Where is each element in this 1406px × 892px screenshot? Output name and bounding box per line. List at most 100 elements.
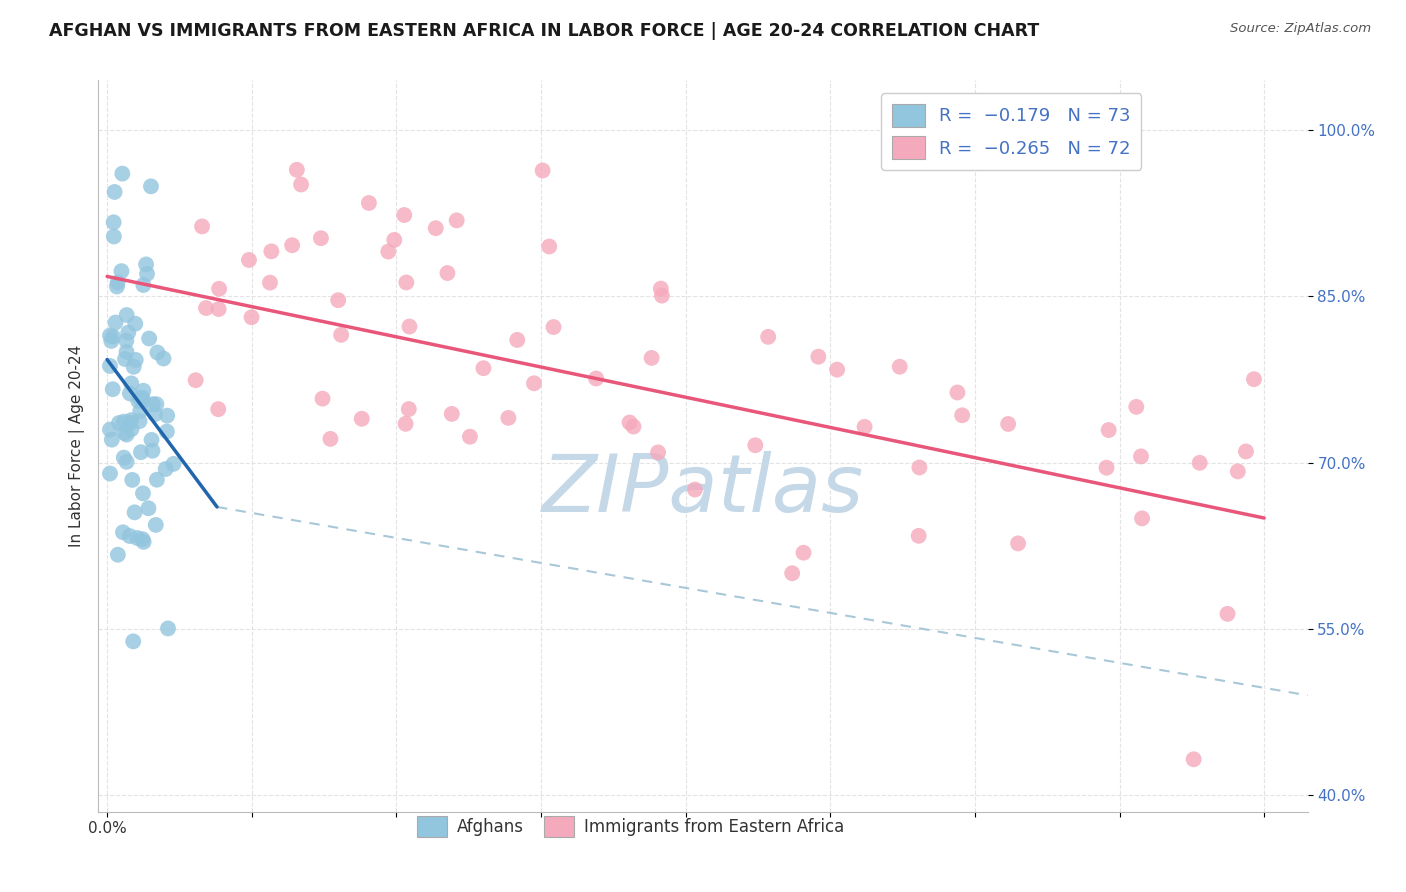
Point: [285, 162, 308, 177]
Point: [260, 244, 283, 259]
Point: [131, 532, 153, 546]
Point: [425, 221, 447, 235]
Point: [184, 373, 207, 387]
Point: [132, 534, 155, 549]
Y-axis label: In Labor Force | Age 20-24: In Labor Force | Age 20-24: [69, 345, 84, 547]
Point: [152, 351, 174, 366]
Point: [145, 517, 167, 532]
Point: [395, 276, 418, 290]
Point: [131, 391, 153, 405]
Point: [118, 529, 141, 543]
Point: [330, 327, 353, 342]
Point: [121, 473, 143, 487]
Point: [950, 409, 973, 423]
Point: [472, 361, 495, 376]
Point: [946, 385, 969, 400]
Point: [115, 455, 138, 469]
Point: [382, 233, 405, 247]
Point: [309, 231, 332, 245]
Point: [793, 546, 815, 560]
Point: [110, 264, 132, 278]
Point: [132, 393, 155, 408]
Point: [129, 445, 152, 459]
Point: [112, 450, 135, 465]
Point: [111, 525, 134, 540]
Point: [311, 392, 333, 406]
Point: [328, 293, 350, 308]
Point: [120, 416, 142, 430]
Point: [135, 257, 157, 271]
Point: [440, 407, 463, 421]
Point: [1095, 460, 1118, 475]
Point: [125, 352, 148, 367]
Point: [623, 419, 645, 434]
Point: [1234, 444, 1257, 458]
Point: [543, 320, 565, 334]
Point: [122, 634, 145, 648]
Point: [240, 310, 263, 325]
Point: [446, 213, 468, 227]
Text: ZIPatlas: ZIPatlas: [541, 450, 865, 529]
Point: [145, 397, 167, 411]
Point: [162, 457, 184, 471]
Point: [394, 208, 416, 222]
Point: [207, 402, 229, 417]
Point: [531, 163, 554, 178]
Point: [744, 438, 766, 452]
Point: [907, 529, 929, 543]
Point: [1125, 400, 1147, 414]
Point: [398, 319, 420, 334]
Point: [498, 410, 520, 425]
Point: [780, 566, 803, 581]
Point: [1130, 450, 1153, 464]
Point: [98, 328, 121, 343]
Point: [101, 433, 124, 447]
Point: [357, 196, 380, 211]
Point: [104, 185, 127, 199]
Point: [191, 219, 214, 234]
Point: [1243, 372, 1265, 386]
Point: [290, 178, 312, 192]
Point: [651, 288, 673, 302]
Point: [107, 276, 129, 290]
Point: [1226, 464, 1249, 478]
Point: [141, 443, 163, 458]
Point: [128, 414, 150, 428]
Point: [114, 425, 136, 440]
Point: [1216, 607, 1239, 621]
Point: [155, 462, 177, 476]
Point: [853, 419, 876, 434]
Text: AFGHAN VS IMMIGRANTS FROM EASTERN AFRICA IN LABOR FORCE | AGE 20-24 CORRELATION : AFGHAN VS IMMIGRANTS FROM EASTERN AFRICA…: [49, 22, 1039, 40]
Point: [506, 333, 529, 347]
Point: [129, 391, 152, 405]
Text: Source: ZipAtlas.com: Source: ZipAtlas.com: [1230, 22, 1371, 36]
Point: [281, 238, 304, 252]
Point: [1007, 536, 1029, 550]
Point: [146, 473, 169, 487]
Point: [208, 282, 231, 296]
Point: [538, 239, 561, 253]
Point: [319, 432, 342, 446]
Point: [117, 326, 139, 340]
Point: [108, 416, 131, 430]
Point: [115, 308, 138, 322]
Point: [127, 531, 149, 545]
Point: [156, 409, 179, 423]
Point: [132, 384, 155, 398]
Point: [115, 427, 138, 442]
Point: [619, 416, 641, 430]
Point: [139, 179, 162, 194]
Point: [136, 267, 159, 281]
Point: [259, 276, 281, 290]
Point: [650, 282, 672, 296]
Point: [114, 351, 136, 366]
Point: [100, 334, 122, 348]
Point: [146, 345, 169, 359]
Point: [377, 244, 399, 259]
Point: [825, 362, 848, 376]
Point: [115, 334, 138, 348]
Point: [124, 317, 146, 331]
Point: [132, 278, 155, 293]
Point: [129, 404, 152, 418]
Point: [238, 252, 260, 267]
